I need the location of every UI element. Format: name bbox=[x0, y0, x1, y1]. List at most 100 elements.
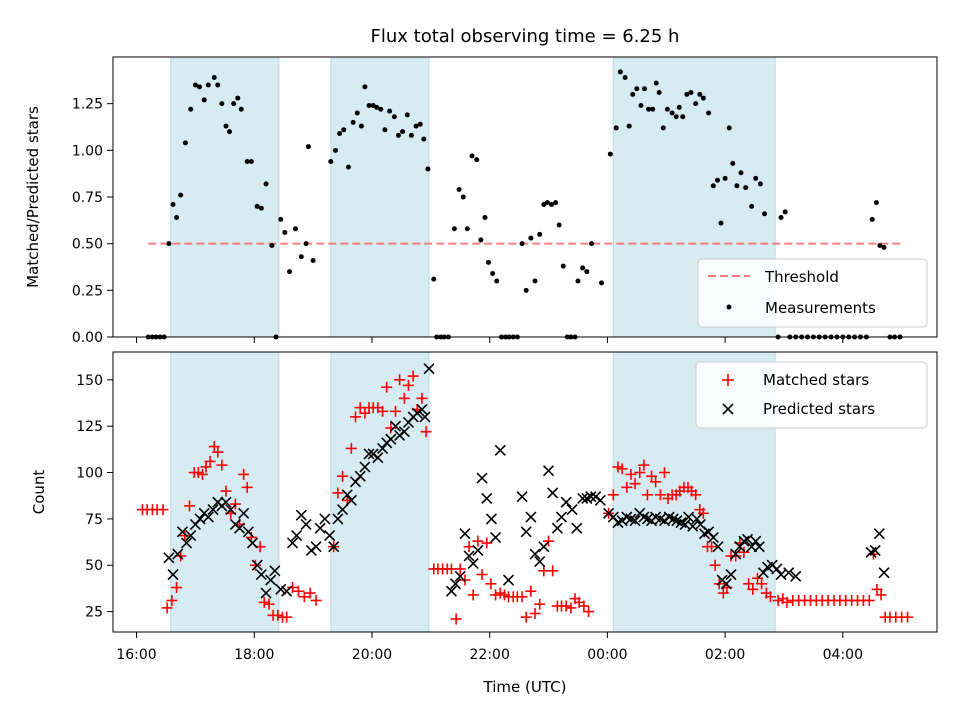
matched-star-point bbox=[481, 537, 493, 549]
top-ytick-label: 0.00 bbox=[72, 330, 103, 346]
predicted-star-point bbox=[372, 452, 384, 464]
measurements-legend-label: Measurements bbox=[765, 299, 876, 317]
predicted-star-point bbox=[233, 522, 246, 534]
predicted-star-point bbox=[269, 565, 281, 577]
matched-star-point bbox=[204, 455, 216, 467]
predicted-star-point bbox=[291, 530, 303, 542]
measurement-point bbox=[421, 136, 427, 142]
measurement-point bbox=[305, 144, 311, 150]
measurement-point bbox=[303, 241, 309, 247]
matched-star-point bbox=[337, 470, 349, 482]
measurement-point bbox=[248, 159, 254, 165]
predicted-legend-swatch bbox=[722, 403, 734, 415]
predicted-star-point bbox=[525, 511, 537, 523]
measurement-point bbox=[460, 194, 466, 200]
measurement-point bbox=[726, 125, 732, 131]
matched-star-point bbox=[641, 489, 653, 501]
matched-star-point bbox=[229, 498, 241, 510]
matched-star-point bbox=[402, 379, 414, 391]
measurement-point bbox=[738, 170, 744, 176]
predicted-star-point bbox=[416, 403, 428, 416]
matched-star-point bbox=[476, 569, 488, 581]
measurement-point bbox=[231, 101, 237, 107]
measurement-point bbox=[710, 183, 716, 189]
measurement-point bbox=[258, 205, 264, 211]
predicted-star-point bbox=[783, 567, 795, 579]
measurement-point bbox=[451, 226, 457, 232]
predicted-star-point bbox=[594, 494, 606, 506]
bottom-xtick-label: 00:00 bbox=[587, 647, 627, 663]
predicted-star-point bbox=[720, 578, 732, 590]
top-legend: Threshold Measurements bbox=[697, 258, 928, 328]
measurement-point bbox=[548, 201, 554, 207]
predicted-star-point bbox=[638, 511, 650, 523]
matched-star-point bbox=[709, 559, 721, 571]
predicted-star-point bbox=[459, 528, 471, 540]
bottom-x-axis-ticks: 16:00 18:00 20:00 22:00 00:00 02:00 04:00 bbox=[116, 632, 863, 663]
measurement-point bbox=[282, 229, 288, 235]
predicted-star-point bbox=[423, 363, 435, 375]
measurement-point bbox=[680, 114, 686, 120]
matched-star-point bbox=[697, 507, 709, 519]
top-ytick-label: 1.00 bbox=[72, 143, 103, 159]
predicted-star-point bbox=[445, 585, 457, 597]
predicted-star-point bbox=[551, 522, 563, 534]
measurement-point bbox=[378, 106, 384, 112]
measurement-point bbox=[523, 287, 529, 293]
predicted-star-point bbox=[389, 420, 402, 432]
measurement-point bbox=[700, 95, 706, 101]
measurement-point bbox=[211, 75, 217, 81]
measurement-point bbox=[646, 106, 652, 112]
predicted-star-point bbox=[750, 535, 762, 547]
predicted-star-point bbox=[534, 555, 546, 568]
measurement-point bbox=[730, 160, 736, 166]
measurement-point bbox=[374, 104, 380, 110]
predicted-star-point bbox=[741, 533, 754, 545]
matched-star-point bbox=[263, 598, 275, 610]
measurement-point bbox=[626, 123, 632, 129]
measurement-point bbox=[560, 263, 566, 269]
measurement-point bbox=[782, 209, 788, 215]
top-plot-frame bbox=[112, 56, 938, 338]
matched-star-point bbox=[751, 572, 763, 584]
matched-star-point bbox=[772, 594, 784, 606]
measurement-point bbox=[215, 82, 221, 88]
predicted-star-point bbox=[529, 548, 541, 560]
matched-star-point bbox=[747, 583, 759, 595]
predicted-star-point bbox=[771, 563, 783, 575]
measurement-point bbox=[298, 254, 304, 260]
measurement-point bbox=[650, 106, 656, 112]
matched-star-point bbox=[463, 541, 475, 553]
predicted-star-point bbox=[707, 531, 719, 543]
matched-star-point bbox=[200, 461, 212, 473]
predicted-star-point bbox=[538, 541, 550, 553]
measurement-point bbox=[478, 237, 484, 243]
matched-star-point bbox=[717, 587, 729, 599]
matched-star-point bbox=[272, 609, 284, 621]
matched-star-point bbox=[238, 468, 250, 480]
bottom-plot-frame bbox=[112, 351, 938, 633]
predicted-star-point bbox=[869, 544, 881, 556]
measurement-point bbox=[469, 153, 475, 159]
measurement-point bbox=[328, 159, 334, 165]
predicted-star-point bbox=[449, 578, 462, 590]
bottom-ytick-label: 75 bbox=[85, 512, 103, 528]
matched-star-point bbox=[565, 602, 577, 614]
measurement-point bbox=[753, 175, 759, 181]
bottom-legend-box bbox=[695, 361, 928, 429]
measurement-point bbox=[556, 222, 562, 228]
measurement-point bbox=[358, 123, 364, 129]
top-chart-title: Flux total observing time = 6.25 h bbox=[371, 26, 680, 47]
matched-star-point bbox=[730, 550, 742, 562]
matched-star-point bbox=[738, 546, 750, 558]
predicted-star-point bbox=[242, 526, 254, 538]
measurement-point bbox=[263, 181, 269, 187]
predicted-star-point bbox=[377, 442, 389, 454]
predicted-star-point bbox=[341, 489, 353, 501]
bottom-ytick-label: 125 bbox=[76, 419, 103, 435]
matched-star-point bbox=[756, 578, 768, 590]
predicted-star-point bbox=[265, 574, 277, 586]
measurement-point bbox=[656, 89, 662, 95]
top-y-axis-label: Matched/Predicted stars bbox=[24, 106, 42, 288]
predicted-star-point bbox=[476, 472, 488, 484]
